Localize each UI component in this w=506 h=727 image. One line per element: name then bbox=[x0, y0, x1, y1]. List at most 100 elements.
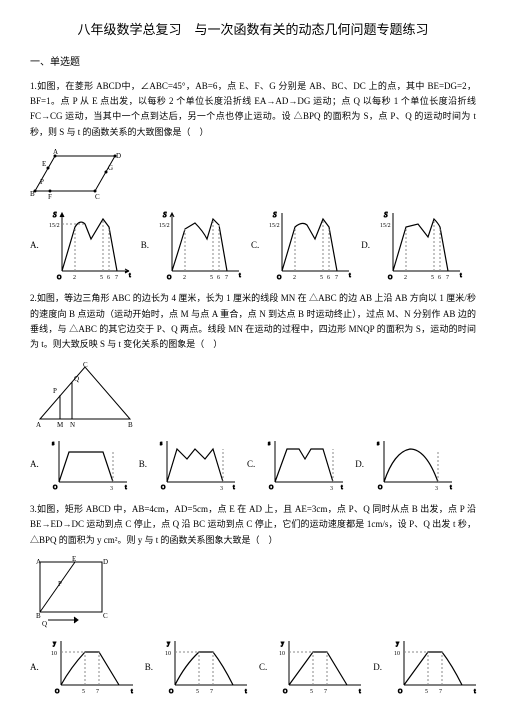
q1-option-a: t S O 15/2 2 5 6 7 bbox=[47, 209, 135, 281]
svg-text:O: O bbox=[53, 485, 58, 491]
q1-option-b: t S O 15/2 2 5 6 7 bbox=[157, 209, 245, 281]
svg-text:D: D bbox=[116, 152, 121, 160]
svg-text:E: E bbox=[72, 555, 76, 563]
svg-text:6: 6 bbox=[438, 275, 441, 281]
opt-c-label: C. bbox=[247, 457, 255, 471]
svg-text:y: y bbox=[281, 641, 284, 647]
opt-c-label: C. bbox=[259, 660, 267, 674]
svg-text:7: 7 bbox=[324, 689, 327, 695]
svg-text:6: 6 bbox=[327, 275, 330, 281]
svg-text:B: B bbox=[36, 612, 41, 620]
opt-b-label: B. bbox=[141, 238, 149, 252]
svg-text:2: 2 bbox=[293, 275, 296, 281]
question-1-text: 1.如图，在菱形 ABCD中，∠ABC=45°，AB=6，点 E、F、G 分别是… bbox=[30, 79, 476, 140]
opt-c-label: C. bbox=[251, 238, 259, 252]
svg-text:O: O bbox=[269, 485, 274, 491]
svg-text:6: 6 bbox=[107, 275, 110, 281]
svg-text:t: t bbox=[239, 273, 241, 279]
svg-text:O: O bbox=[169, 689, 174, 695]
svg-text:t: t bbox=[359, 689, 361, 695]
svg-text:A: A bbox=[36, 558, 41, 566]
svg-text:O: O bbox=[57, 275, 62, 281]
svg-text:s: s bbox=[52, 441, 55, 447]
svg-text:Q: Q bbox=[74, 375, 79, 383]
opt-a-label: A. bbox=[30, 660, 39, 674]
svg-text:O: O bbox=[277, 275, 282, 281]
svg-text:t: t bbox=[341, 485, 343, 491]
q2-figure: A M N B C P Q bbox=[30, 359, 476, 433]
svg-text:O: O bbox=[167, 275, 172, 281]
svg-text:P: P bbox=[40, 178, 44, 186]
svg-text:s: s bbox=[160, 441, 163, 447]
svg-text:t: t bbox=[474, 689, 476, 695]
section-heading: 一、单选题 bbox=[30, 55, 476, 71]
svg-text:C: C bbox=[95, 193, 100, 201]
question-2-text: 2.如图，等边三角形 ABC 的边长为 4 厘米，长为 1 厘米的线段 MN 在… bbox=[30, 291, 476, 352]
svg-text:B: B bbox=[128, 421, 133, 429]
svg-text:B: B bbox=[30, 190, 35, 198]
q2-option-b: O t s 3 bbox=[155, 437, 241, 492]
svg-text:s: s bbox=[377, 441, 380, 447]
svg-text:t: t bbox=[125, 485, 127, 491]
svg-text:7: 7 bbox=[439, 689, 442, 695]
svg-text:t: t bbox=[129, 273, 131, 279]
svg-text:s: s bbox=[268, 441, 271, 447]
q1-option-c: t S O 15/2 2 5 6 7 bbox=[267, 209, 355, 281]
svg-text:10: 10 bbox=[51, 651, 57, 657]
opt-d-label: D. bbox=[355, 457, 364, 471]
svg-text:3: 3 bbox=[110, 486, 113, 492]
opt-b-label: B. bbox=[139, 457, 147, 471]
q1-figure: A D B C E G F P bbox=[30, 146, 476, 205]
q2-option-c: O t s 3 bbox=[263, 437, 349, 492]
svg-text:y: y bbox=[396, 641, 399, 647]
svg-text:10: 10 bbox=[394, 651, 400, 657]
svg-text:G: G bbox=[108, 164, 113, 172]
opt-d-label: D. bbox=[373, 660, 382, 674]
svg-text:t: t bbox=[233, 485, 235, 491]
q3-figure: A E D B C P Q bbox=[30, 554, 476, 633]
page-title: 八年级数学总复习 与一次函数有关的动态几何问题专题练习 bbox=[30, 20, 476, 41]
opt-b-label: B. bbox=[145, 660, 153, 674]
svg-text:10: 10 bbox=[165, 651, 171, 657]
svg-text:15/2: 15/2 bbox=[380, 223, 391, 229]
svg-text:5: 5 bbox=[431, 275, 434, 281]
svg-text:O: O bbox=[55, 689, 60, 695]
svg-text:O: O bbox=[283, 689, 288, 695]
svg-text:5: 5 bbox=[196, 689, 199, 695]
svg-text:y: y bbox=[53, 641, 56, 647]
q3-option-d: O t y 10 5 7 bbox=[390, 637, 482, 697]
svg-text:D: D bbox=[103, 558, 108, 566]
svg-text:y: y bbox=[167, 641, 170, 647]
svg-text:7: 7 bbox=[96, 689, 99, 695]
svg-text:7: 7 bbox=[115, 275, 118, 281]
q3-option-a: O t y 10 5 7 bbox=[47, 637, 139, 697]
opt-a-label: A. bbox=[30, 457, 39, 471]
svg-text:S: S bbox=[273, 211, 277, 219]
svg-text:M: M bbox=[57, 421, 64, 429]
q3-options: A. O t y 10 5 7 B. O t y 10 bbox=[30, 637, 476, 697]
opt-d-label: D. bbox=[361, 238, 370, 252]
svg-text:15/2: 15/2 bbox=[159, 223, 170, 229]
svg-text:2: 2 bbox=[183, 275, 186, 281]
svg-text:7: 7 bbox=[446, 275, 449, 281]
q3-option-c: O t y 10 5 7 bbox=[275, 637, 367, 697]
svg-text:E: E bbox=[42, 160, 46, 168]
svg-text:5: 5 bbox=[310, 689, 313, 695]
q2-option-d: O t s 3 bbox=[372, 437, 458, 492]
svg-text:O: O bbox=[161, 485, 166, 491]
q1-options: A. t S O 15/2 2 5 6 7 B. t S bbox=[30, 209, 476, 281]
svg-text:N: N bbox=[70, 421, 75, 429]
svg-text:2: 2 bbox=[404, 275, 407, 281]
svg-text:5: 5 bbox=[320, 275, 323, 281]
svg-text:t: t bbox=[131, 689, 133, 695]
svg-text:A: A bbox=[53, 148, 58, 156]
q1-option-d: t S O 15/2 2 5 6 7 bbox=[378, 209, 466, 281]
svg-text:7: 7 bbox=[335, 275, 338, 281]
svg-text:S: S bbox=[53, 211, 57, 219]
svg-text:C: C bbox=[83, 361, 88, 369]
svg-text:7: 7 bbox=[225, 275, 228, 281]
svg-text:P: P bbox=[58, 580, 62, 588]
svg-text:S: S bbox=[384, 211, 388, 219]
svg-text:O: O bbox=[398, 689, 403, 695]
svg-text:5: 5 bbox=[82, 689, 85, 695]
